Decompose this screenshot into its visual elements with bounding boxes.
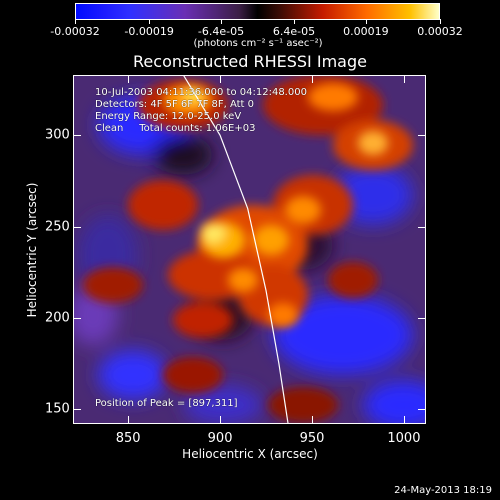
heatmap-image [73, 75, 426, 424]
colorbar-tick [294, 19, 295, 24]
y-axis-tick [418, 226, 426, 228]
y-axis-tick [73, 318, 81, 320]
colorbar-tick-label: -0.00032 [50, 25, 100, 38]
y-axis-tick [418, 409, 426, 411]
x-tick-label: 850 [115, 431, 141, 446]
x-axis-tick [403, 75, 405, 83]
colorbar-tick [365, 19, 367, 24]
chart-title: Reconstructed RHESSI Image [133, 52, 367, 71]
solar-limb-line [182, 75, 289, 424]
timestamp: 24-May-2013 18:19 [394, 485, 492, 496]
y-tick-label: 150 [45, 401, 70, 417]
x-axis-tick [220, 416, 222, 424]
y-axis-label: Heliocentric Y (arcsec) [25, 182, 39, 318]
clean-annotation: Clean Total counts: 1.06E+03 [95, 123, 256, 134]
y-axis-tick [418, 135, 426, 137]
colorbar-tick-label: 0.00032 [417, 25, 463, 38]
colorbar [75, 3, 440, 20]
y-tick-label: 200 [45, 310, 70, 326]
colorbar-tick-label: 0.00019 [343, 25, 389, 38]
energy-annotation: Energy Range: 12.0-25.0 keV [95, 111, 242, 122]
colorbar-tick-label: 6.4e-05 [272, 25, 316, 38]
y-axis-tick [73, 226, 81, 228]
colorbar-tick [149, 19, 151, 24]
y-axis-tick [73, 135, 81, 137]
colorbar-tick-label: -0.00019 [124, 25, 174, 38]
x-axis-tick [312, 416, 313, 424]
x-axis-tick [220, 75, 222, 83]
heatmap-plot [73, 75, 426, 424]
y-axis-tick [73, 409, 81, 411]
colorbar-tick [75, 19, 76, 24]
peak-position-annotation: Position of Peak = [897,311] [95, 398, 238, 409]
x-tick-label: 1000 [387, 431, 421, 446]
detectors-annotation: Detectors: 4F 5F 6F 7F 8F, Att 0 [95, 99, 255, 110]
y-axis-tick [418, 318, 426, 320]
colorbar-tick [221, 19, 222, 24]
x-axis-tick [403, 416, 405, 424]
x-axis-tick [128, 75, 130, 83]
colorbar-units: (photons cm⁻² s⁻¹ asec⁻²) [193, 38, 323, 49]
colorbar-tick-label: -6.4e-05 [197, 25, 245, 38]
x-tick-label: 950 [299, 431, 325, 446]
x-axis-label: Heliocentric X (arcsec) [182, 447, 318, 461]
x-axis-tick [312, 75, 313, 83]
y-tick-label: 250 [45, 219, 70, 235]
colorbar-tick [440, 19, 441, 24]
x-tick-label: 900 [207, 431, 233, 446]
time-range-annotation: 10-Jul-2003 04:11:36.000 to 04:12:48.000 [95, 87, 307, 98]
y-tick-label: 300 [45, 127, 70, 143]
x-axis-tick [128, 416, 130, 424]
